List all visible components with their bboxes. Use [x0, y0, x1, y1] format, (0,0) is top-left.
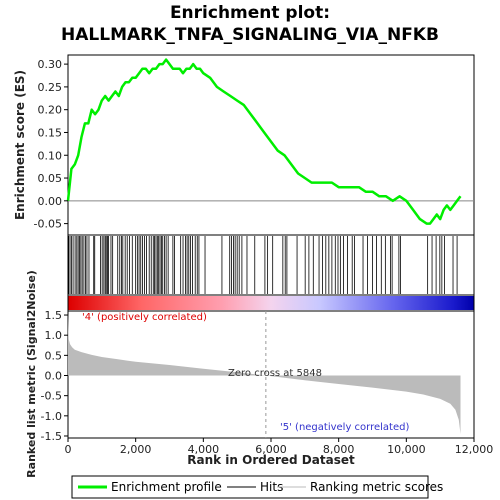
negative-correlation-label: '5' (negatively correlated) — [280, 422, 409, 433]
es-y-tick-label: 0.25 — [38, 81, 63, 94]
x-axis-label: Rank in Ordered Dataset — [187, 453, 355, 467]
es-y-tick-label: 0.30 — [38, 58, 63, 71]
es-y-tick-label: 0.15 — [38, 126, 63, 139]
x-tick-label: 12,000 — [455, 443, 494, 456]
es-panel — [66, 58, 474, 225]
color-bar — [68, 296, 474, 310]
es-y-tick-label: -0.05 — [34, 218, 62, 231]
rank-y-tick-label: -0.5 — [41, 390, 62, 403]
rank-panel — [68, 311, 461, 438]
legend-enrichment-label: Enrichment profile — [111, 480, 222, 494]
chart-title-line2: HALLMARK_TNFA_SIGNALING_VIA_NFKB — [61, 25, 439, 45]
rank-y-tick-label: 0.0 — [45, 370, 63, 383]
chart-title-line1: Enrichment plot: — [170, 3, 330, 23]
enrichment-profile-line — [66, 58, 462, 225]
x-tick-label: 4,000 — [188, 443, 220, 456]
rank-y-tick-label: 1.0 — [45, 329, 63, 342]
ranked-color-gradient — [68, 296, 474, 310]
axes: 0.300.250.200.150.100.050.00-0.051.51.00… — [34, 58, 494, 456]
rank-y-tick-label: -1.0 — [41, 410, 62, 423]
rank-y-tick-label: 1.5 — [45, 309, 63, 322]
es-y-tick-label: 0.20 — [38, 104, 63, 117]
rank-y-axis-label: Ranked list metric (Signal2Noise) — [25, 270, 38, 478]
positive-correlation-label: '4' (positively correlated) — [82, 312, 207, 323]
hits-panel — [68, 236, 458, 294]
zero-cross-label: Zero cross at 5848 — [228, 368, 322, 379]
x-tick-label: 6,000 — [255, 443, 287, 456]
hits-panel-frame — [67, 234, 475, 296]
legend-hits-label: Hits — [260, 480, 283, 494]
rank-y-tick-label: 0.5 — [45, 349, 63, 362]
es-y-tick-label: 0.10 — [38, 149, 63, 162]
x-tick-label: 0 — [65, 443, 72, 456]
es-y-tick-label: 0.05 — [38, 172, 63, 185]
legend-metric-label: Ranking metric scores — [310, 480, 443, 494]
es-y-axis-label: Enrichment score (ES) — [13, 70, 27, 220]
x-tick-label: 8,000 — [323, 443, 355, 456]
rank-y-tick-label: -1.5 — [41, 430, 62, 443]
x-tick-label: 2,000 — [120, 443, 152, 456]
ranking-metric-area — [68, 313, 461, 434]
es-y-tick-label: 0.00 — [38, 195, 63, 208]
x-tick-label: 10,000 — [387, 443, 426, 456]
